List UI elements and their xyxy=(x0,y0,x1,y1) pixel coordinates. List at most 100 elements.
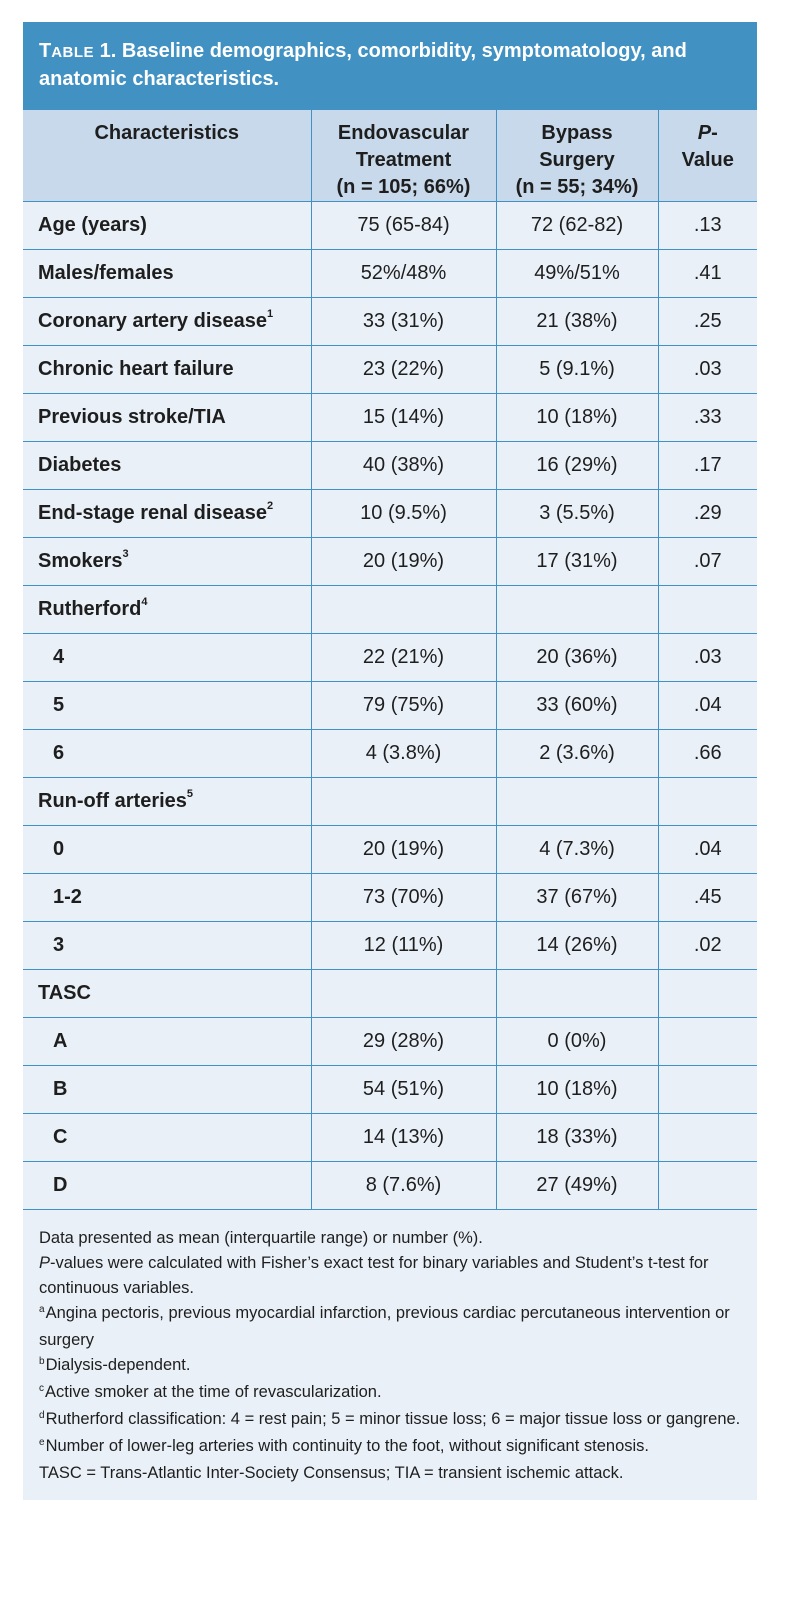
table-row: Run-off arteries5 xyxy=(23,777,757,826)
table-title: TABLE 1. Baseline demographics, comorbid… xyxy=(23,22,757,110)
cell-bypass: 2 (3.6%) xyxy=(496,729,659,778)
cell-bypass: 0 (0%) xyxy=(496,1017,659,1066)
cell-endovascular xyxy=(311,777,497,826)
cell-bypass: 3 (5.5%) xyxy=(496,489,659,538)
cell-pvalue xyxy=(658,777,757,826)
cell-endovascular xyxy=(311,585,497,634)
cell-pvalue xyxy=(658,585,757,634)
cell-bypass xyxy=(496,777,659,826)
cell-bypass xyxy=(496,585,659,634)
cell-pvalue xyxy=(658,1017,757,1066)
footnote-b: bDialysis-dependent. xyxy=(39,1356,191,1374)
cell-bypass: 27 (49%) xyxy=(496,1161,659,1210)
table-row: 3 12 (11%) 14 (26%) .02 xyxy=(23,921,757,970)
cell-endovascular xyxy=(311,969,497,1018)
cell-pvalue xyxy=(658,1113,757,1162)
footnote-d: dRutherford classification: 4 = rest pai… xyxy=(39,1410,741,1428)
cell-pvalue: .45 xyxy=(658,873,757,922)
cell-pvalue: .13 xyxy=(658,201,757,250)
footnote-ref: 4 xyxy=(141,596,148,609)
cell-bypass: 10 (18%) xyxy=(496,1065,659,1114)
cell-endovascular: 20 (19%) xyxy=(311,537,497,586)
cell-endovascular: 4 (3.8%) xyxy=(311,729,497,778)
cell-pvalue: .07 xyxy=(658,537,757,586)
cell-bypass: 21 (38%) xyxy=(496,297,659,346)
cell-pvalue xyxy=(658,1065,757,1114)
row-label: Age (years) xyxy=(23,201,312,250)
header-bypass: Bypass Surgery (n = 55; 34%) xyxy=(496,110,659,202)
cell-pvalue: .66 xyxy=(658,729,757,778)
cell-endovascular: 12 (11%) xyxy=(311,921,497,970)
cell-endovascular: 20 (19%) xyxy=(311,825,497,874)
cell-endovascular: 10 (9.5%) xyxy=(311,489,497,538)
row-label: Previous stroke/TIA xyxy=(23,393,312,442)
cell-pvalue: .17 xyxy=(658,441,757,490)
row-label: A xyxy=(23,1017,312,1066)
header-endovascular: Endovascular Treatment (n = 105; 66%) xyxy=(311,110,497,202)
header-row: Characteristics Endovascular Treatment (… xyxy=(23,110,757,202)
title-prefix-small: ABLE xyxy=(51,44,95,61)
header-pvalue: P- Value xyxy=(658,110,757,202)
title-number: 1. xyxy=(99,40,117,62)
footnote-c: cActive smoker at the time of revascular… xyxy=(39,1383,382,1401)
row-label: Diabetes xyxy=(23,441,312,490)
table-row: End-stage renal disease2 10 (9.5%) 3 (5.5%… xyxy=(23,489,757,538)
table-row: A 29 (28%) 0 (0%) xyxy=(23,1017,757,1066)
footnote-ref: 5 xyxy=(186,788,194,801)
row-label: TASC xyxy=(23,969,312,1018)
row-label: 0 xyxy=(23,825,312,874)
row-label: D xyxy=(23,1161,312,1210)
footnote-ref: 3 xyxy=(122,548,129,561)
cell-pvalue: .03 xyxy=(658,345,757,394)
footnote-ref: 1 xyxy=(267,308,274,321)
table-row: 1-2 73 (70%) 37 (67%) .45 xyxy=(23,873,757,922)
row-label: 6 xyxy=(23,729,312,778)
table-row: Diabetes 40 (38%) 16 (29%) .17 xyxy=(23,441,757,490)
row-label: Coronary artery disease1 xyxy=(23,297,312,346)
table-row: C 14 (13%) 18 (33%) xyxy=(23,1113,757,1162)
row-label: 4 xyxy=(23,633,312,682)
row-label: 1-2 xyxy=(23,873,312,922)
title-text: Baseline demographics, comorbidity, symp… xyxy=(39,40,687,90)
cell-endovascular: 29 (28%) xyxy=(311,1017,497,1066)
table-row: TASC xyxy=(23,969,757,1018)
cell-endovascular: 8 (7.6%) xyxy=(311,1161,497,1210)
title-prefix-big: T xyxy=(39,40,52,62)
cell-bypass xyxy=(496,969,659,1018)
row-label: Rutherford4 xyxy=(23,585,312,634)
footnote-abbreviations: TASC = Trans-Atlantic Inter-Society Cons… xyxy=(39,1464,624,1482)
table-row: Smokers3 20 (19%) 17 (31%) .07 xyxy=(23,537,757,586)
footnote-a: aAngina pectoris, previous myocardial in… xyxy=(39,1304,730,1349)
cell-pvalue: .03 xyxy=(658,633,757,682)
cell-bypass: 10 (18%) xyxy=(496,393,659,442)
row-label: 5 xyxy=(23,681,312,730)
cell-pvalue: .25 xyxy=(658,297,757,346)
row-label: Males/females xyxy=(23,249,312,298)
footnote-e: eNumber of lower-leg arteries with conti… xyxy=(39,1437,650,1455)
cell-bypass: 33 (60%) xyxy=(496,681,659,730)
cell-endovascular: 14 (13%) xyxy=(311,1113,497,1162)
cell-endovascular: 33 (31%) xyxy=(311,297,497,346)
table-container: TABLE 1. Baseline demographics, comorbid… xyxy=(23,22,757,1500)
cell-endovascular: 54 (51%) xyxy=(311,1065,497,1114)
table-row: Males/females 52%/48% 49%/51% .41 xyxy=(23,249,757,298)
table-row: Chronic heart failure 23 (22%) 5 (9.1%) .03 xyxy=(23,345,757,394)
row-label: C xyxy=(23,1113,312,1162)
table-row: B 54 (51%) 10 (18%) xyxy=(23,1065,757,1114)
cell-endovascular: 75 (65-84) xyxy=(311,201,497,250)
cell-bypass: 5 (9.1%) xyxy=(496,345,659,394)
footnote-ref: 2 xyxy=(266,500,274,513)
table-row: Coronary artery disease1 33 (31%) 21 (38%)… xyxy=(23,297,757,346)
cell-endovascular: 23 (22%) xyxy=(311,345,497,394)
row-label: 3 xyxy=(23,921,312,970)
cell-pvalue: .33 xyxy=(658,393,757,442)
row-label: Smokers3 xyxy=(23,537,312,586)
cell-bypass: 20 (36%) xyxy=(496,633,659,682)
footnote-pvalues: P-values were calculated with Fisher’s e… xyxy=(39,1254,709,1297)
table-row: 5 79 (75%) 33 (60%) .04 xyxy=(23,681,757,730)
table-row: 0 20 (19%) 4 (7.3%) .04 xyxy=(23,825,757,874)
cell-pvalue: .04 xyxy=(658,825,757,874)
header-characteristics: Characteristics xyxy=(23,110,312,202)
cell-pvalue xyxy=(658,969,757,1018)
